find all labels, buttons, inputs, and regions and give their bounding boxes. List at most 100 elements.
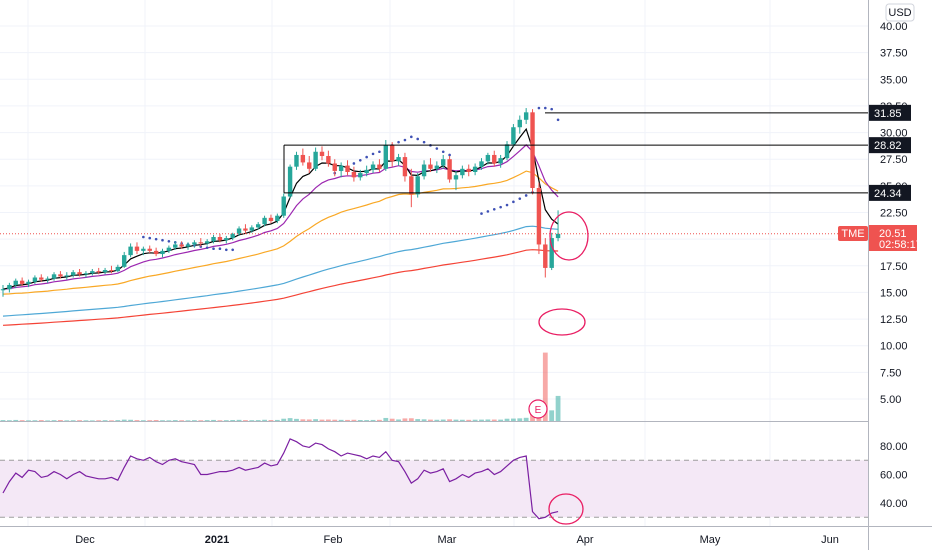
candle-body[interactable]: [434, 165, 440, 169]
candle-body[interactable]: [415, 176, 420, 195]
candle-body[interactable]: [466, 168, 471, 173]
candle-body[interactable]: [364, 169, 369, 174]
candlesticks[interactable]: [0, 108, 561, 297]
candle-body[interactable]: [64, 275, 69, 277]
candle-body[interactable]: [96, 271, 101, 273]
candle-body[interactable]: [485, 154, 491, 162]
candle-body[interactable]: [338, 165, 344, 171]
candle-body[interactable]: [409, 176, 414, 195]
candle-body[interactable]: [243, 228, 248, 231]
candle-body[interactable]: [351, 172, 357, 178]
candle-body[interactable]: [211, 237, 216, 242]
candle-body[interactable]: [402, 157, 408, 177]
candle-body[interactable]: [523, 112, 529, 120]
candle-body[interactable]: [479, 161, 484, 167]
candle-body[interactable]: [160, 250, 165, 255]
candle-body[interactable]: [13, 280, 18, 285]
candle-body[interactable]: [377, 164, 382, 169]
candle-body[interactable]: [0, 289, 6, 291]
candle-body[interactable]: [319, 151, 325, 157]
candle-body[interactable]: [32, 277, 38, 282]
candle-body[interactable]: [39, 277, 44, 280]
candle-body[interactable]: [268, 217, 274, 222]
candle-body[interactable]: [51, 274, 57, 279]
candle-body[interactable]: [217, 237, 223, 241]
candle-body[interactable]: [460, 168, 465, 176]
annotation-ellipse-volume[interactable]: [538, 308, 586, 336]
sar-dot: [371, 152, 375, 156]
candle-body[interactable]: [396, 157, 401, 162]
currency-badge[interactable]: USD: [885, 3, 915, 22]
candle-body[interactable]: [332, 163, 337, 171]
candle-body[interactable]: [236, 228, 242, 234]
drawings[interactable]: [0, 112, 868, 235]
candle-body[interactable]: [90, 271, 95, 274]
candle-body[interactable]: [262, 217, 267, 225]
candle-body[interactable]: [58, 274, 63, 277]
candle-body[interactable]: [389, 145, 395, 162]
candle-body[interactable]: [179, 244, 184, 247]
candle-body[interactable]: [504, 144, 510, 159]
candle-body[interactable]: [26, 281, 31, 284]
candle-body[interactable]: [19, 280, 25, 284]
candle-body[interactable]: [370, 164, 376, 170]
candle-body[interactable]: [141, 248, 146, 251]
candle-body[interactable]: [383, 145, 388, 169]
candle-body[interactable]: [326, 156, 331, 164]
candle-body[interactable]: [345, 165, 350, 173]
candle-body[interactable]: [256, 224, 261, 228]
candle-body[interactable]: [77, 272, 82, 275]
candle-body[interactable]: [300, 154, 306, 163]
candle-body[interactable]: [447, 159, 452, 180]
candle-body[interactable]: [307, 162, 312, 169]
candle-body[interactable]: [441, 159, 446, 166]
candle-body[interactable]: [492, 154, 497, 164]
candle-body[interactable]: [287, 166, 293, 197]
candle-body[interactable]: [128, 246, 133, 256]
candle-body[interactable]: [153, 250, 159, 255]
candle-body[interactable]: [198, 242, 203, 244]
annotation-ellipse-rsi[interactable]: [548, 493, 584, 525]
candle-body[interactable]: [555, 233, 561, 239]
candle-body[interactable]: [428, 164, 433, 169]
candle-body[interactable]: [275, 215, 280, 222]
candle-body[interactable]: [70, 272, 76, 276]
candle-body[interactable]: [83, 273, 89, 275]
candle-body[interactable]: [204, 241, 210, 244]
candle-body[interactable]: [536, 187, 542, 245]
price-axis[interactable]: 40.0037.5035.0032.5030.0027.5025.0022.50…: [880, 21, 908, 406]
candle-body[interactable]: [7, 284, 12, 290]
candle-body[interactable]: [294, 154, 299, 167]
candle-body[interactable]: [115, 266, 121, 272]
candle-body[interactable]: [511, 127, 516, 145]
candle-body[interactable]: [249, 227, 255, 231]
candle-body[interactable]: [102, 270, 108, 273]
annotation-ellipse-candles[interactable]: [549, 211, 589, 261]
rsi-axis[interactable]: 80.00 60.00 40.00: [880, 441, 908, 510]
candle-body[interactable]: [358, 173, 363, 178]
candle-body[interactable]: [517, 119, 522, 128]
candle-body[interactable]: [313, 151, 318, 169]
candle-body[interactable]: [230, 233, 235, 239]
candle-body[interactable]: [147, 248, 152, 251]
candle-body[interactable]: [45, 278, 50, 280]
candle-body[interactable]: [192, 242, 197, 245]
candle-body[interactable]: [549, 238, 554, 268]
candle-body[interactable]: [185, 244, 191, 247]
candle-body[interactable]: [224, 238, 229, 241]
candle-body[interactable]: [530, 112, 535, 188]
candle-body[interactable]: [421, 164, 427, 177]
candle-body[interactable]: [453, 175, 459, 180]
candle-body[interactable]: [134, 246, 140, 251]
earnings-marker[interactable]: E: [528, 399, 548, 419]
candle-body[interactable]: [543, 244, 548, 268]
candle-body[interactable]: [173, 244, 178, 248]
time-axis[interactable]: Dec 2021 Feb Mar Apr May Jun: [75, 534, 839, 546]
candle-body[interactable]: [498, 158, 503, 164]
candle-body[interactable]: [281, 196, 286, 216]
candle-body[interactable]: [472, 166, 478, 173]
candle-body[interactable]: [166, 247, 172, 251]
candle-body[interactable]: [122, 255, 127, 267]
candle-body[interactable]: [109, 270, 114, 272]
